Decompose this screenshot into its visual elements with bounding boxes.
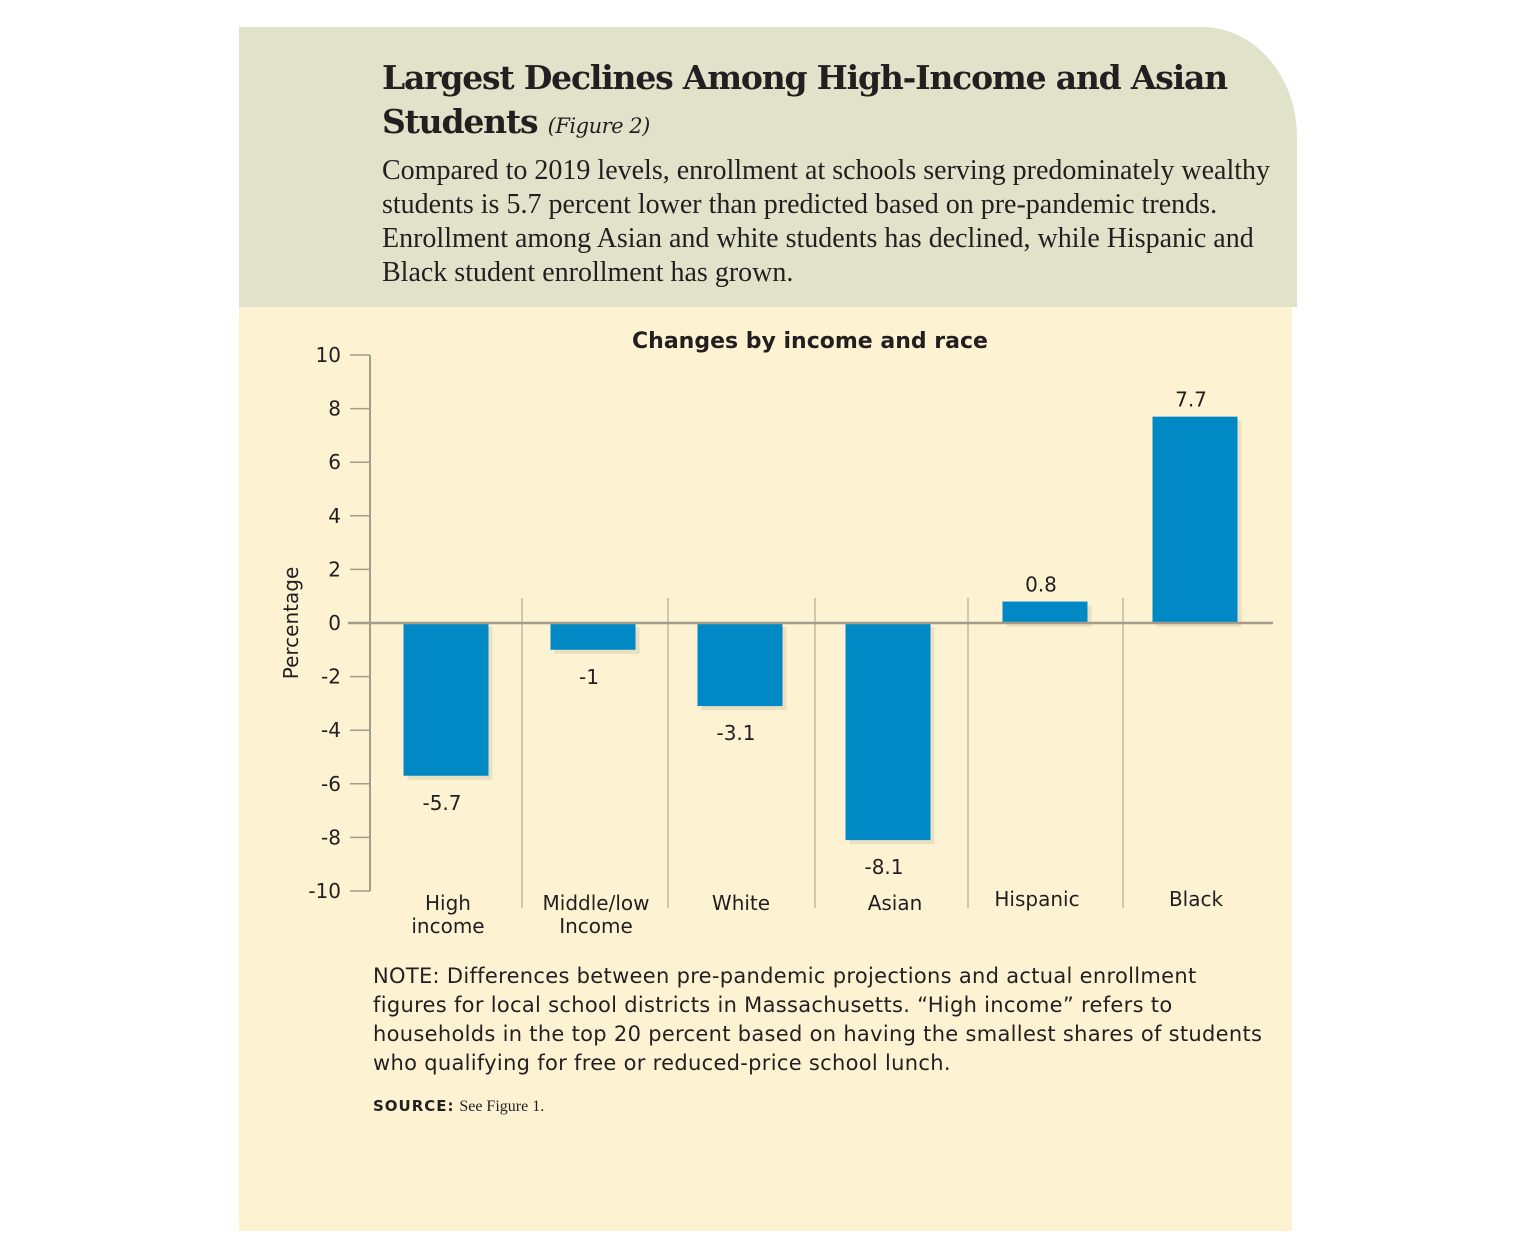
y-tick-label: -8 <box>321 825 341 849</box>
source-line: SOURCE: See Figure 1. <box>373 1097 544 1116</box>
x-tick-label: Black <box>1169 887 1224 911</box>
y-tick-label: 6 <box>328 450 341 474</box>
source-text: See Figure 1. <box>459 1098 545 1115</box>
data-label: -8.1 <box>864 855 903 879</box>
x-tick-label: White <box>712 891 770 915</box>
x-tick-label: Hispanic <box>994 887 1079 911</box>
y-tick-label: -6 <box>321 772 341 796</box>
bar-white <box>697 623 783 707</box>
data-label: 0.8 <box>1025 573 1057 597</box>
bar-asian <box>845 623 931 841</box>
source-label: SOURCE: <box>373 1097 455 1115</box>
y-tick-label: 0 <box>328 611 341 635</box>
y-tick-label: -10 <box>308 879 341 903</box>
y-tick-label: 10 <box>316 343 341 367</box>
note-text: NOTE: Differences between pre-pandemic p… <box>373 964 1263 1075</box>
chart-title: Changes by income and race <box>632 329 988 354</box>
header-panel <box>239 27 1297 307</box>
y-axis-label: Percentage <box>279 567 303 680</box>
data-label: 7.7 <box>1175 388 1207 412</box>
title-text: Largest Declines Among High-Income and A… <box>382 58 1228 141</box>
bar-black <box>1152 416 1238 623</box>
y-tick-label: -4 <box>321 718 341 742</box>
bar-hispanic <box>1002 601 1088 623</box>
y-tick-label: -2 <box>321 665 341 689</box>
data-label: -1 <box>579 665 599 689</box>
x-tick-label: Asian <box>868 891 923 915</box>
bar-middle-low-income <box>550 623 636 650</box>
y-tick-label: 2 <box>328 557 341 581</box>
figure-label: (Figure 2) <box>547 114 651 138</box>
figure-title: Largest Declines Among High-Income and A… <box>382 56 1262 148</box>
y-tick-label: 4 <box>328 504 341 528</box>
bar-high-income <box>403 623 489 776</box>
y-tick-label: 8 <box>328 397 341 421</box>
data-label: -3.1 <box>716 721 755 745</box>
data-label: -5.7 <box>422 791 461 815</box>
figure-subtitle: Compared to 2019 levels, enrollment at s… <box>382 155 1271 288</box>
x-tick-label: Middle/low Income <box>543 891 650 938</box>
x-tick-label: High income <box>411 891 484 938</box>
